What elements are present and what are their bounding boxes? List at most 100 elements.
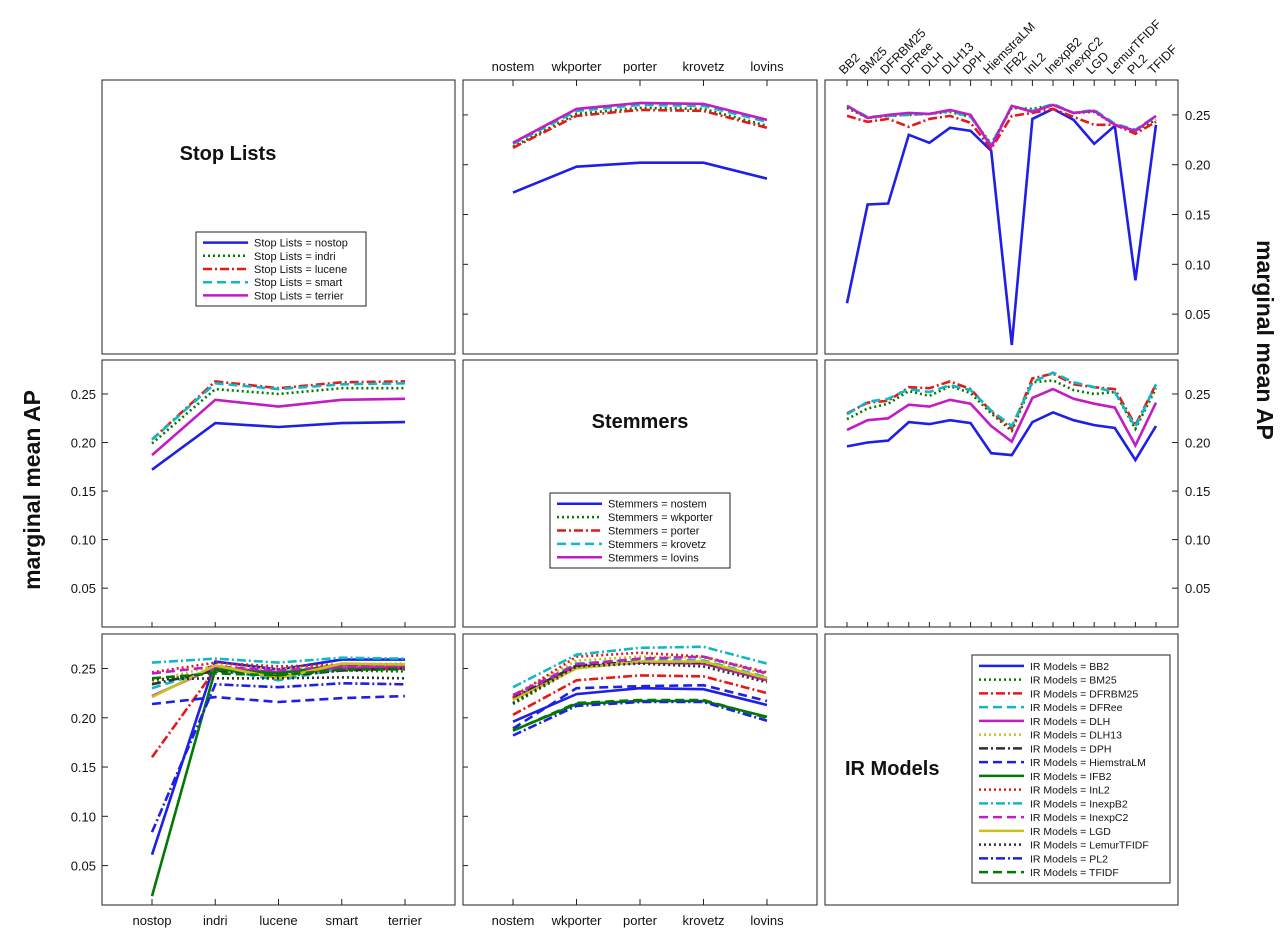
x-tick-label: porter (623, 59, 658, 74)
series-line-terrier (512, 101, 768, 144)
panel-frame (824, 359, 1179, 628)
y-tick-label: 0.20 (71, 711, 96, 726)
legend-label: Stemmers = krovetz (608, 539, 706, 551)
legend-label: IR Models = LGD (1030, 826, 1111, 838)
series-line-indri (512, 106, 768, 148)
panel-title: Stop Lists (180, 143, 277, 165)
x-tick-label: porter (623, 913, 658, 928)
series-line-nostem (846, 410, 1158, 463)
legend-label: Stop Lists = lucene (254, 264, 347, 276)
series-line-krovetz (151, 381, 406, 441)
y-tick-label: 0.05 (1185, 581, 1210, 596)
y-tick-label: 0.15 (71, 760, 96, 775)
series-line-DFRBM25 (512, 674, 768, 716)
series-line-BB2 (512, 686, 768, 723)
panel-title: IR Models (845, 758, 939, 780)
panel-stemmer-by-model: 0.05 0.10 0.15 0.20 0.25 (824, 359, 1210, 628)
panel-frame (462, 633, 818, 906)
legend-label: Stemmers = nostem (608, 499, 707, 511)
legend-label: IR Models = DFRBM25 (1030, 688, 1138, 700)
legend-label: Stop Lists = smart (254, 277, 342, 289)
series-line-InexpC2 (151, 665, 405, 675)
series-line-wkporter (846, 379, 1158, 434)
series-line-LemurTFIDF (151, 676, 406, 681)
series-line-lucene (846, 107, 1157, 151)
x-tick-label: lovins (750, 913, 784, 928)
series-line-InexpB2 (512, 645, 768, 689)
x-tick-label: krovetz (683, 59, 725, 74)
series-line-DPH (512, 660, 768, 700)
legend-label: IR Models = HiemstraLM (1030, 757, 1146, 769)
panel-stoplists-label-panel: Stop Lists Stop Lists = nostop Stop Lists … (101, 79, 456, 355)
y-tick-label: 0.25 (71, 387, 96, 402)
legend-label: Stop Lists = nostop (254, 238, 348, 250)
x-tick-label: lovins (750, 59, 784, 74)
x-tick-label: indri (203, 913, 228, 928)
series-line-IFB2 (150, 663, 405, 897)
series-line-lovins (151, 397, 406, 457)
panel-frame (462, 79, 818, 355)
series-line-PL2 (150, 681, 406, 833)
y-tick-label: 0.15 (1185, 484, 1210, 499)
legend-label: Stop Lists = terrier (254, 290, 344, 302)
legend-label: IR Models = InL2 (1030, 785, 1110, 797)
y-tick-label: 0.15 (71, 484, 96, 499)
x-tick-label: lucene (259, 913, 297, 928)
series-line-HiemstraLM (512, 683, 768, 730)
legend-label: IR Models = LemurTFIDF (1030, 840, 1149, 852)
panel-model-by-stemmer: nostem wkporter porter krovetz lovins (462, 633, 818, 928)
series-line-InexpB2 (151, 656, 406, 664)
x-tick-label: smart (326, 913, 359, 928)
legend-label: IR Models = TFIDF (1030, 867, 1119, 879)
panel-frame (462, 359, 818, 628)
series-line-TFIDF (512, 698, 768, 732)
legend-label: IR Models = InexpB2 (1030, 798, 1128, 810)
x-tick-label: nostem (492, 59, 535, 74)
series-line-nostop (845, 107, 1158, 346)
panel-frame (824, 79, 1179, 355)
legend-label: IR Models = BB2 (1030, 661, 1109, 673)
y-tick-label: 0.25 (1185, 108, 1210, 123)
y-tick-label: 0.05 (71, 581, 96, 596)
panel-irmodels-label-panel: IR Models IR Models = BB2 IR Models = BM25… (824, 633, 1179, 906)
y-tick-label: 0.05 (71, 859, 96, 874)
series-line-nostem (151, 420, 406, 471)
panels-layer: Stop Lists Stop Lists = nostop Stop Lists … (71, 17, 1211, 928)
y-tick-label: 0.20 (71, 436, 96, 451)
panel-title: Stemmers (592, 411, 689, 433)
y-tick-label: 0.25 (1185, 387, 1210, 402)
legend-label: IR Models = BM25 (1030, 675, 1117, 687)
y-tick-label: 0.05 (1185, 307, 1210, 322)
series-line-HiemstraLM (151, 694, 406, 706)
x-tick-label: wkporter (551, 59, 603, 74)
series-line-lovins (846, 387, 1158, 449)
legend-label: IR Models = DLH13 (1030, 730, 1122, 742)
panel-frame (101, 79, 456, 355)
series-line-TFIDF (151, 668, 405, 680)
legend-label: IR Models = IFB2 (1030, 771, 1112, 783)
y-tick-label: 0.10 (1185, 257, 1210, 272)
left-y-axis-label: marginal mean AP (19, 390, 45, 590)
series-line-krovetz (846, 371, 1158, 430)
panel-model-by-stop: 0.05 0.10 0.15 0.20 0.25 nostop indri lucene sma… (71, 633, 456, 928)
x-tick-label: krovetz (683, 913, 725, 928)
x-tick-label: terrier (388, 913, 423, 928)
right-y-axis-label: marginal mean AP (1252, 240, 1278, 440)
series-line-wkporter (151, 386, 405, 445)
series-line-DFRBM25 (150, 667, 406, 758)
legend-label: IR Models = DFRee (1030, 702, 1123, 714)
legend-label: IR Models = PL2 (1030, 853, 1108, 865)
legend-label: Stemmers = lovins (608, 552, 699, 564)
y-tick-label: 0.20 (1185, 158, 1210, 173)
panel-stop-by-stemmer: nostem wkporter porter krovetz lovins (462, 59, 818, 355)
legend-label: IR Models = InexpC2 (1030, 812, 1129, 824)
panel-stemmer-by-stop: 0.05 0.10 0.15 0.20 0.25 (71, 359, 456, 628)
series-line-LGD (512, 660, 768, 702)
y-tick-label: 0.20 (1185, 436, 1210, 451)
y-tick-label: 0.10 (1185, 533, 1210, 548)
series-line-lucene (512, 108, 768, 149)
y-tick-label: 0.25 (71, 661, 96, 676)
y-tick-label: 0.10 (71, 809, 96, 824)
